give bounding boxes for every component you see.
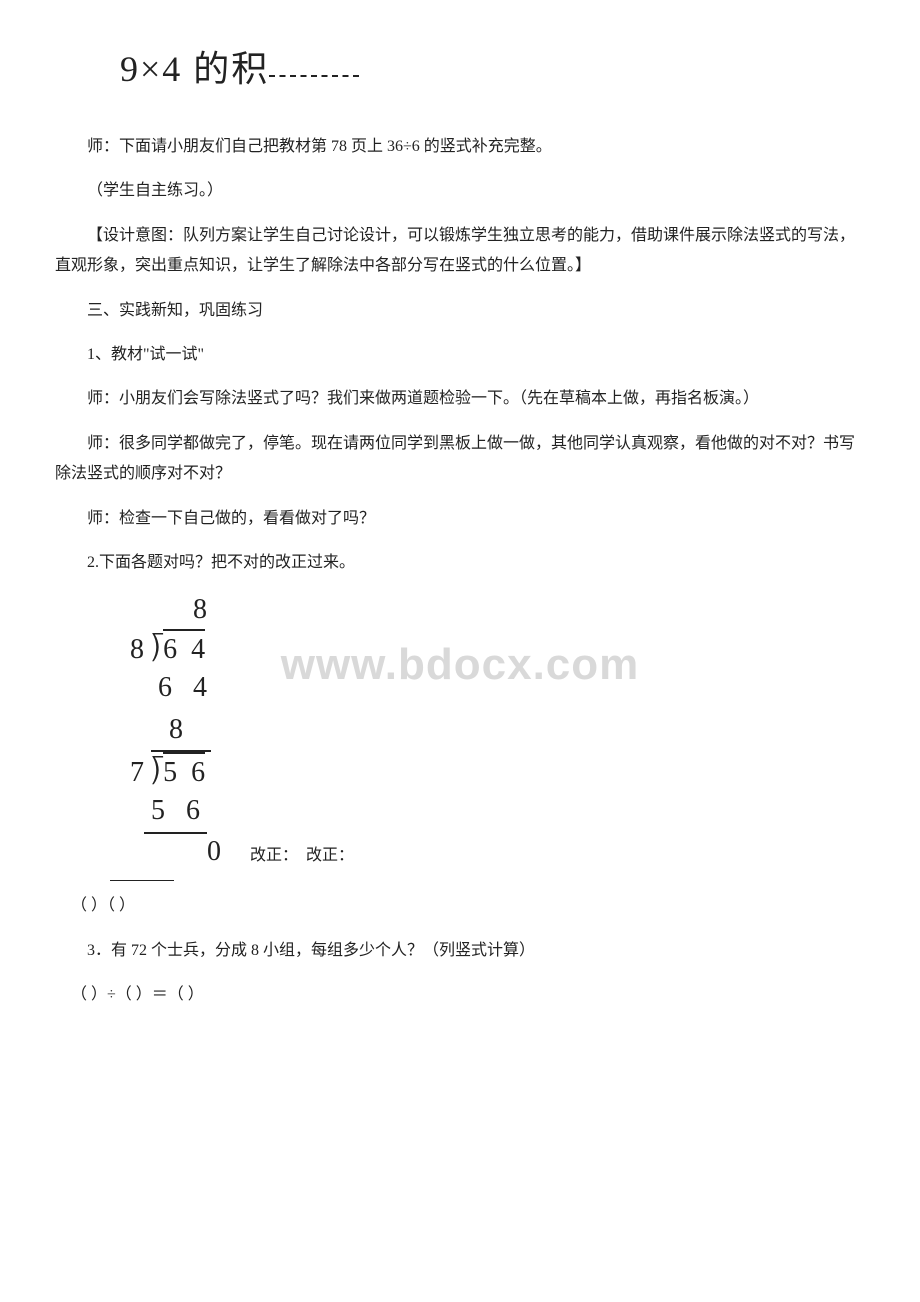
div1-divisor-row: 8 ⟌6 4 xyxy=(130,629,865,670)
div2-divisor: 7 xyxy=(130,757,144,788)
paragraph-2: （学生自主练习。） xyxy=(55,176,865,206)
paragraph-7: 师：很多同学都做完了，停笔。现在请两位同学到黑板上做一做，其他同学认真观察，看他… xyxy=(55,429,865,490)
div1-dividend: 6 4 xyxy=(163,629,205,668)
paragraph-10: （ ）（ ） xyxy=(55,891,865,921)
paragraph-4: 三、实践新知，巩固练习 xyxy=(55,296,865,326)
div1-divisor: 8 xyxy=(130,634,144,665)
paragraph-9: 2.下面各题对吗？把不对的改正过来。 xyxy=(55,548,865,578)
division-problem-2: 8 7 ⟌5 6 5 6 0 改正： 改正： xyxy=(130,712,865,870)
correction-label: 改正： 改正： xyxy=(250,847,354,864)
paragraph-12: （ ）÷（ ）＝（ ） xyxy=(55,980,865,1010)
div1-sub: 6 4 xyxy=(158,672,207,703)
document-content: 9×4 的积 师：下面请小朋友们自己把教材第 78 页上 36÷6 的竖式补充完… xyxy=(55,40,865,1010)
div2-result-row: 0 改正： 改正： xyxy=(130,834,865,870)
div2-result: 0 xyxy=(207,836,221,867)
div2-sub-row: 5 6 xyxy=(130,793,865,833)
paragraph-3: 【设计意图：队列方案让学生自己讨论设计，可以锻炼学生独立思考的能力，借助课件展示… xyxy=(55,221,865,282)
formula-text: 9×4 的积 xyxy=(120,49,269,89)
paragraph-11: 3．有 72 个士兵，分成 8 小组，每组多少个人？（列竖式计算） xyxy=(55,936,865,966)
div2-divisor-row: 7 ⟌5 6 xyxy=(130,752,865,793)
header-formula: 9×4 的积 xyxy=(120,40,865,92)
div2-sub: 5 6 xyxy=(151,795,200,826)
div2-quotient-row: 8 xyxy=(130,712,865,752)
formula-dashes xyxy=(269,75,359,77)
division-paren-icon: ⟌ xyxy=(151,634,163,667)
short-rule xyxy=(110,880,174,881)
div1-sub-row: 6 4 xyxy=(130,670,865,706)
div2-dividend: 5 6 xyxy=(163,752,205,791)
div1-quotient-row: 8 xyxy=(130,592,865,628)
division-paren-icon: ⟌ xyxy=(151,757,163,790)
division-problem-1: 8 8 ⟌6 4 6 4 xyxy=(130,592,865,706)
paragraph-6: 师：小朋友们会写除法竖式了吗？我们来做两道题检验一下。（先在草稿本上做，再指名板… xyxy=(55,384,865,414)
div2-quotient: 8 xyxy=(169,714,183,745)
paragraph-8: 师：检查一下自己做的，看看做对了吗？ xyxy=(55,504,865,534)
div1-quotient: 8 xyxy=(193,594,207,625)
paragraph-1: 师：下面请小朋友们自己把教材第 78 页上 36÷6 的竖式补充完整。 xyxy=(55,132,865,162)
paragraph-5: 1、教材"试一试" xyxy=(55,340,865,370)
